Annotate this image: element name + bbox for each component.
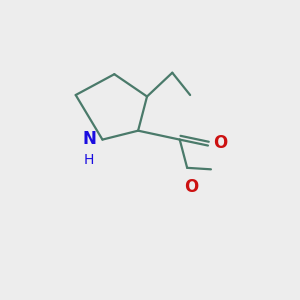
Text: O: O [213, 134, 227, 152]
Text: O: O [184, 178, 199, 196]
Text: H: H [84, 153, 94, 167]
Text: N: N [82, 130, 96, 148]
